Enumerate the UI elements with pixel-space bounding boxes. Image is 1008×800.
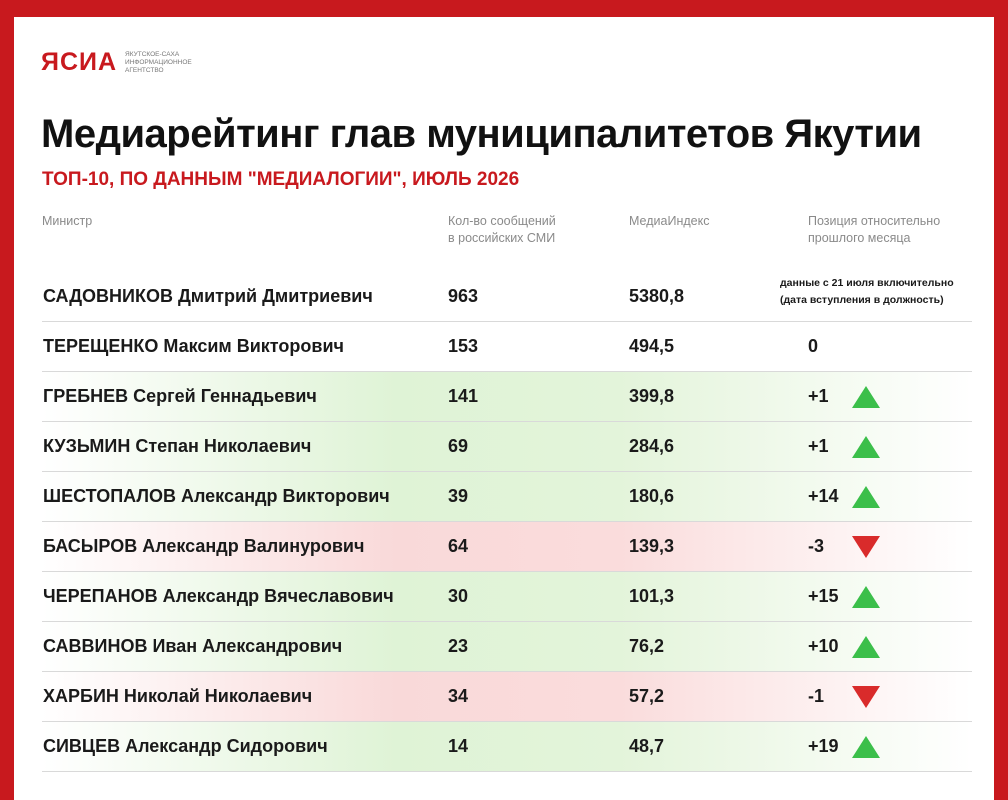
header-name: Министр bbox=[42, 214, 93, 228]
logo-mark: ЯСИА bbox=[41, 48, 118, 76]
messages-count: 34 bbox=[448, 686, 469, 706]
triangle-up-icon bbox=[852, 436, 880, 458]
header-index: МедиаИндекс bbox=[629, 214, 710, 228]
table-row: ХАРБИН Николай Николаевич 34 57,2 -1 bbox=[42, 672, 972, 722]
position-change: +19 bbox=[808, 736, 839, 756]
header-position: Позиция относительно прошлого месяца bbox=[808, 213, 940, 247]
messages-count: 64 bbox=[448, 536, 469, 556]
header-messages-line: в российских СМИ bbox=[448, 231, 556, 245]
messages-count: 14 bbox=[448, 736, 469, 756]
triangle-up-icon bbox=[852, 386, 880, 408]
table-row: ШЕСТОПАЛОВ Александр Викторович 39 180,6 +1… bbox=[42, 472, 972, 522]
messages-count: 23 bbox=[448, 636, 469, 656]
rating-table: САДОВНИКОВ Дмитрий Дмитриевич 963 5380,8 да… bbox=[42, 272, 972, 772]
position-change: 0 bbox=[808, 336, 819, 356]
media-index: 101,3 bbox=[629, 586, 675, 606]
page-subtitle: ТОП-10, ПО ДАННЫМ "МЕДИАЛОГИИ", ИЮЛЬ 202… bbox=[42, 169, 520, 190]
logo-tagline-line: ЯКУТСКОЕ-САХА bbox=[125, 50, 180, 58]
triangle-up-icon bbox=[852, 636, 880, 658]
table-row: САВВИНОВ Иван Александрович 23 76,2 +10 bbox=[42, 622, 972, 672]
minister-name: БАСЫРОВ Александр Валинурович bbox=[43, 536, 365, 556]
media-index: 180,6 bbox=[629, 486, 675, 506]
position-note-line: данные с 21 июля включительно bbox=[780, 277, 954, 289]
logo: ЯСИА ЯКУТСКОЕ-САХА ИНФОРМАЦИОННОЕ АГЕНТС… bbox=[41, 50, 215, 75]
position-change: +1 bbox=[808, 386, 829, 406]
table-row: КУЗЬМИН Степан Николаевич 69 284,6 +1 bbox=[42, 422, 972, 472]
media-index: 494,5 bbox=[629, 336, 675, 356]
minister-name: СИВЦЕВ Александр Сидорович bbox=[43, 736, 328, 756]
messages-count: 69 bbox=[448, 436, 469, 456]
media-index: 284,6 bbox=[629, 436, 675, 456]
position-change: +14 bbox=[808, 486, 839, 506]
table-row: ЧЕРЕПАНОВ Александр Вячеславович 30 101,3 +… bbox=[42, 572, 972, 622]
rating-card: ЯСИА ЯКУТСКОЕ-САХА ИНФОРМАЦИОННОЕ АГЕНТС… bbox=[14, 17, 994, 800]
media-index: 57,2 bbox=[629, 686, 665, 706]
table-row: ГРЕБНЕВ Сергей Геннадьевич 141 399,8 +1 bbox=[42, 372, 972, 422]
triangle-down-icon bbox=[852, 686, 880, 708]
minister-name: САДОВНИКОВ Дмитрий Дмитриевич bbox=[43, 286, 373, 306]
minister-name: САВВИНОВ Иван Александрович bbox=[43, 636, 343, 656]
triangle-up-icon bbox=[852, 586, 880, 608]
messages-count: 963 bbox=[448, 286, 479, 306]
header-messages: Кол-во сообщений в российских СМИ bbox=[448, 213, 556, 247]
media-index: 76,2 bbox=[629, 636, 665, 656]
minister-name: ХАРБИН Николай Николаевич bbox=[43, 686, 313, 706]
page-title: Медиарейтинг глав муниципалитетов Якутии bbox=[41, 112, 922, 156]
triangle-down-icon bbox=[852, 536, 880, 558]
logo-tagline-line: АГЕНТСТВО bbox=[125, 66, 164, 74]
position-change: +1 bbox=[808, 436, 829, 456]
minister-name: ГРЕБНЕВ Сергей Геннадьевич bbox=[43, 386, 317, 406]
logo-tagline: ЯКУТСКОЕ-САХА ИНФОРМАЦИОННОЕ АГЕНТСТВО bbox=[125, 51, 215, 75]
position-note-line: (дата вступления в должность) bbox=[780, 294, 944, 306]
header-position-line: Позиция относительно bbox=[808, 214, 941, 228]
position-change: +15 bbox=[808, 586, 839, 606]
table-row: БАСЫРОВ Александр Валинурович 64 139,3 -3 bbox=[42, 522, 972, 572]
table-row: СИВЦЕВ Александр Сидорович 14 48,7 +19 bbox=[42, 722, 972, 772]
messages-count: 39 bbox=[448, 486, 469, 506]
header-position-line: прошлого месяца bbox=[808, 231, 911, 245]
triangle-up-icon bbox=[852, 486, 880, 508]
position-note: данные с 21 июля включительно (дата вступ… bbox=[780, 275, 954, 309]
media-index: 48,7 bbox=[629, 736, 665, 756]
minister-name: КУЗЬМИН Степан Николаевич bbox=[43, 436, 312, 456]
media-index: 139,3 bbox=[629, 536, 675, 556]
table-row: САДОВНИКОВ Дмитрий Дмитриевич 963 5380,8 да… bbox=[42, 272, 972, 322]
logo-tagline-line: ИНФОРМАЦИОННОЕ bbox=[125, 58, 192, 66]
minister-name: ШЕСТОПАЛОВ Александр Викторович bbox=[43, 486, 390, 506]
minister-name: ТЕРЕЩЕНКО Максим Викторович bbox=[43, 336, 344, 356]
media-index: 399,8 bbox=[629, 386, 675, 406]
messages-count: 30 bbox=[448, 586, 469, 606]
table-row: ТЕРЕЩЕНКО Максим Викторович 153 494,5 0 bbox=[42, 322, 972, 372]
messages-count: 141 bbox=[448, 386, 479, 406]
minister-name: ЧЕРЕПАНОВ Александр Вячеславович bbox=[43, 586, 394, 606]
position-change: -1 bbox=[808, 686, 825, 706]
media-index: 5380,8 bbox=[629, 286, 685, 306]
messages-count: 153 bbox=[448, 336, 479, 356]
triangle-up-icon bbox=[852, 736, 880, 758]
position-change: -3 bbox=[808, 536, 825, 556]
header-messages-line: Кол-во сообщений bbox=[448, 214, 556, 228]
position-change: +10 bbox=[808, 636, 839, 656]
